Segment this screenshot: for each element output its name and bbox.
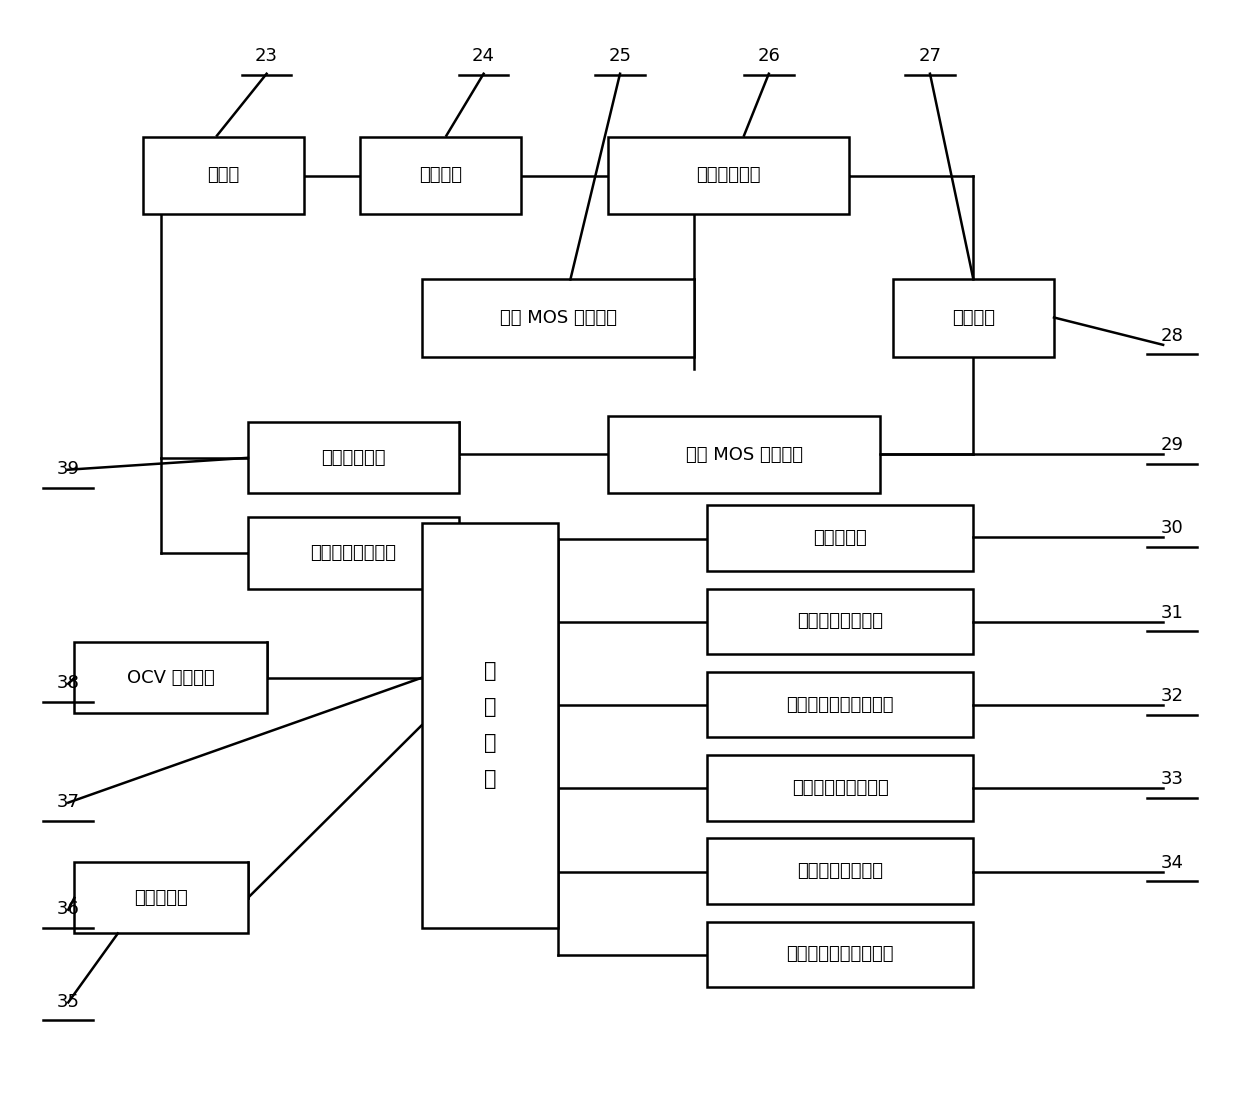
Text: 31: 31 [1161, 604, 1183, 621]
Bar [248, 422, 459, 493]
Text: OCV 检测模块: OCV 检测模块 [126, 668, 215, 687]
Text: 驱动模块: 驱动模块 [419, 166, 461, 185]
Text: 24: 24 [472, 47, 495, 66]
Text: 车速传感器: 车速传感器 [813, 529, 867, 547]
Bar [74, 642, 267, 713]
Text: 作动器: 作动器 [207, 166, 239, 185]
Bar [707, 505, 973, 571]
Bar [74, 862, 248, 933]
Text: 控
制
模
块: 控 制 模 块 [484, 662, 496, 790]
Bar [422, 523, 558, 928]
Text: 33: 33 [1161, 770, 1183, 789]
Text: 能量存储模块: 能量存储模块 [321, 449, 386, 467]
Bar [608, 416, 880, 493]
Bar [707, 672, 973, 737]
Text: 整流滤波模块: 整流滤波模块 [696, 166, 761, 185]
Bar [608, 137, 849, 214]
Text: 作动器速度传感器: 作动器速度传感器 [797, 862, 883, 880]
Text: 路面不平度位移传感器: 路面不平度位移传感器 [786, 945, 894, 964]
Text: 30: 30 [1161, 520, 1183, 537]
Text: 36: 36 [57, 900, 79, 918]
Text: 控制电路供电模块: 控制电路供电模块 [310, 544, 397, 562]
Text: 39: 39 [57, 461, 79, 478]
Text: 23: 23 [255, 47, 278, 66]
Text: 升压模块: 升压模块 [952, 310, 994, 327]
Bar [707, 921, 973, 987]
Text: 路面不平度探测器: 路面不平度探测器 [797, 613, 883, 630]
Bar [422, 279, 694, 357]
Text: 29: 29 [1161, 437, 1183, 454]
Text: 车载计算机: 车载计算机 [134, 888, 188, 907]
Text: 第一 MOS 开关模块: 第一 MOS 开关模块 [500, 310, 616, 327]
Text: 25: 25 [609, 47, 631, 66]
Text: 27: 27 [919, 47, 941, 66]
Text: 37: 37 [57, 793, 79, 811]
Text: 32: 32 [1161, 687, 1183, 706]
Bar [248, 517, 459, 589]
Bar [707, 755, 973, 820]
Text: 26: 26 [758, 47, 780, 66]
Bar [707, 838, 973, 904]
Text: 38: 38 [57, 674, 79, 693]
Bar [893, 279, 1054, 357]
Text: 34: 34 [1161, 853, 1183, 872]
Bar [360, 137, 521, 214]
Text: 35: 35 [57, 992, 79, 1011]
Text: 28: 28 [1161, 327, 1183, 345]
Text: 簧载质量位移传感器: 簧载质量位移传感器 [791, 779, 889, 796]
Text: 第二 MOS 开关模块: 第二 MOS 开关模块 [686, 446, 802, 464]
Bar [143, 137, 304, 214]
Bar [707, 589, 973, 654]
Text: 非簧载质量位移传感器: 非簧载质量位移传感器 [786, 696, 894, 713]
